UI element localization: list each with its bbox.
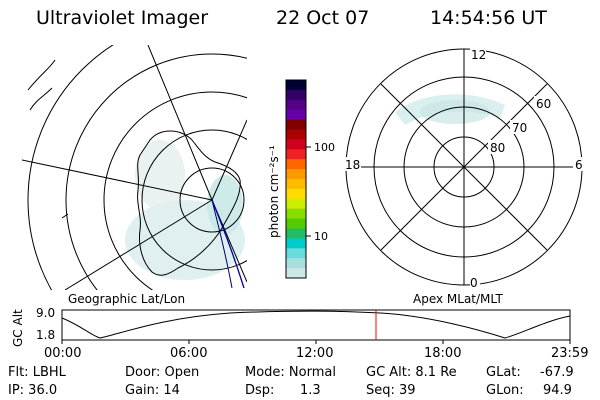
colorbar-segment [286, 179, 306, 190]
gc-alt-frame [61, 309, 571, 341]
orbit-track [211, 199, 233, 289]
colorbar-segment [286, 228, 306, 239]
gc-alt-ymin: 1.8 [36, 328, 55, 342]
x-tick-0000: 00:00 [44, 346, 81, 361]
right-panel-label: Apex MLat/MLT [413, 292, 503, 306]
x-tick-1200: 12:00 [296, 346, 333, 361]
info-dsp-label: Dsp: [245, 383, 275, 398]
mlt-label-18: 18 [345, 158, 360, 172]
info-door: Door: Open [125, 365, 200, 380]
mlt-label-6: 6 [575, 158, 583, 172]
header-time: 14:54:56 UT [430, 7, 547, 29]
mlt-line [380, 83, 548, 251]
colorbar-unit-label: photon cm⁻²s⁻¹ [267, 145, 281, 238]
colorbar-segment [286, 248, 306, 259]
colorbar-segment [286, 129, 306, 140]
info-glat-label: GLat: [486, 365, 521, 380]
mlt-label-0: 0 [470, 276, 478, 290]
orbit-track [211, 199, 245, 289]
colorbar-segment [286, 89, 306, 101]
coastline [27, 59, 56, 111]
coastline [137, 130, 241, 276]
header-date: 22 Oct 07 [276, 7, 370, 29]
latitude-circle [65, 53, 247, 290]
left-panel-label: Geographic Lat/Lon [68, 292, 185, 306]
x-tick-2359: 23:59 [551, 346, 588, 361]
mlat-label-60: 60 [536, 97, 551, 111]
longitude-line [64, 199, 213, 290]
colorbar-segment [286, 258, 306, 269]
emission-patch [207, 175, 243, 235]
colorbar-segment [286, 198, 306, 210]
colorbar-tick-10: 10 [314, 230, 328, 243]
latitude-circle [179, 167, 245, 233]
info-flt: Flt: LBHL [8, 365, 66, 380]
mlt-label-12: 12 [471, 48, 486, 62]
info-dsp-value: 1.3 [300, 383, 321, 398]
longitude-line [147, 45, 213, 201]
colorbar-tick-100: 100 [314, 141, 335, 154]
colorbar-segment [286, 268, 306, 279]
x-tick-0600: 06:00 [170, 346, 207, 361]
x-tick-1800: 18:00 [424, 346, 461, 361]
colorbar-segment [286, 109, 306, 121]
colorbar-segment [286, 188, 306, 200]
geographic-map [22, 45, 247, 290]
latitude-circle [27, 45, 114, 290]
colorbar-segment [286, 208, 306, 220]
emission-patch [135, 140, 185, 210]
latitude-circle [103, 91, 247, 290]
emission-patch [420, 100, 490, 124]
colorbar-segment [286, 139, 306, 150]
colorbar-segment [286, 238, 306, 249]
mlat-label-70: 70 [512, 121, 527, 135]
gc-alt-plot [61, 309, 571, 344]
header-title: Ultraviolet Imager [36, 7, 209, 29]
colorbar-segment [286, 99, 306, 111]
info-seq: Seq: 39 [366, 383, 416, 398]
longitude-line [22, 159, 213, 201]
gc-alt-ylabel: GC Alt [11, 309, 25, 347]
info-gc-alt: GC Alt: 8.1 Re [366, 365, 457, 380]
colorbar-frame [285, 79, 307, 279]
colorbar-segment [286, 119, 306, 130]
colorbar-segment [286, 169, 306, 180]
colorbar-segment [286, 159, 306, 170]
longitude-line [211, 119, 247, 201]
colorbar-segment [286, 80, 306, 91]
info-glon-label: GLon: [486, 383, 524, 398]
colorbar-segment [286, 149, 306, 160]
gc-alt-curve [61, 310, 571, 339]
coastline [61, 213, 69, 219]
colorbar-segment [286, 218, 306, 229]
info-glat-value: -67.9 [540, 365, 574, 380]
info-glon-value: 94.9 [543, 383, 572, 398]
mlat-label-80: 80 [490, 141, 505, 155]
gc-alt-ymax: 9.0 [36, 306, 55, 320]
info-mode: Mode: Normal [245, 365, 336, 380]
info-gain: Gain: 14 [125, 383, 180, 398]
info-ip: IP: 36.0 [8, 383, 58, 398]
latitude-circle [141, 129, 247, 271]
magnetic-polar-plot [345, 48, 583, 286]
colorbar [286, 80, 306, 279]
